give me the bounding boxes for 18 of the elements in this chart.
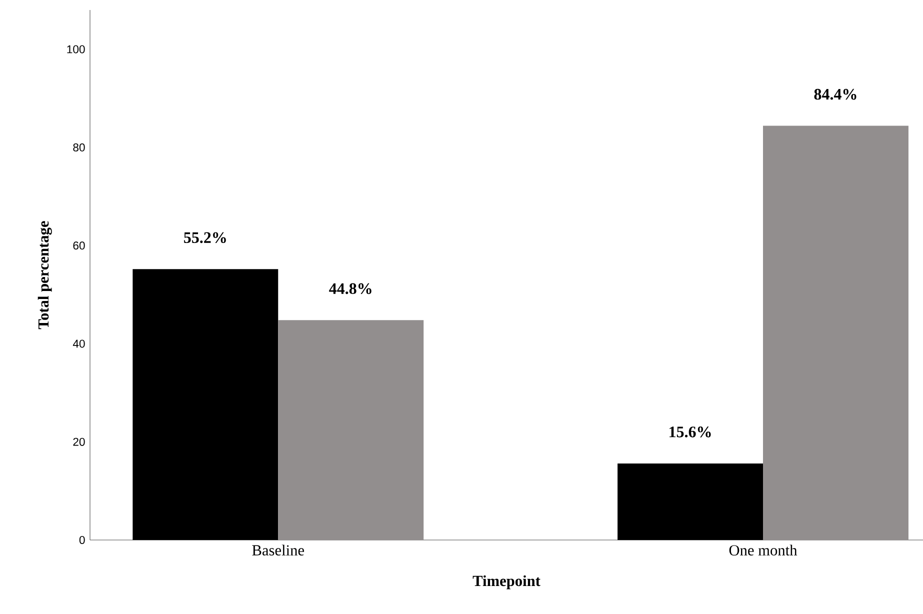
y-tick-label: 20 xyxy=(73,438,85,446)
x-axis-title: Timepoint xyxy=(472,575,540,590)
data-label: 15.6% xyxy=(670,426,711,438)
x-tick-label: One month xyxy=(729,544,798,556)
x-tick-label: Baseline xyxy=(252,544,304,556)
y-tick-label: 0 xyxy=(79,536,85,544)
y-tick-label: 100 xyxy=(67,45,85,54)
y-tick-label: 40 xyxy=(72,340,85,348)
bar xyxy=(763,126,908,540)
data-label: 84.4% xyxy=(814,88,856,100)
data-label: 44.8% xyxy=(329,283,372,294)
data-label: 55.2% xyxy=(184,232,226,244)
bar xyxy=(132,269,278,540)
y-tick-label: 60 xyxy=(73,242,85,250)
y-axis-title: Total percentage xyxy=(38,221,52,330)
y-tick-label: 80 xyxy=(73,143,85,152)
bar xyxy=(618,463,764,540)
bar xyxy=(278,320,424,540)
